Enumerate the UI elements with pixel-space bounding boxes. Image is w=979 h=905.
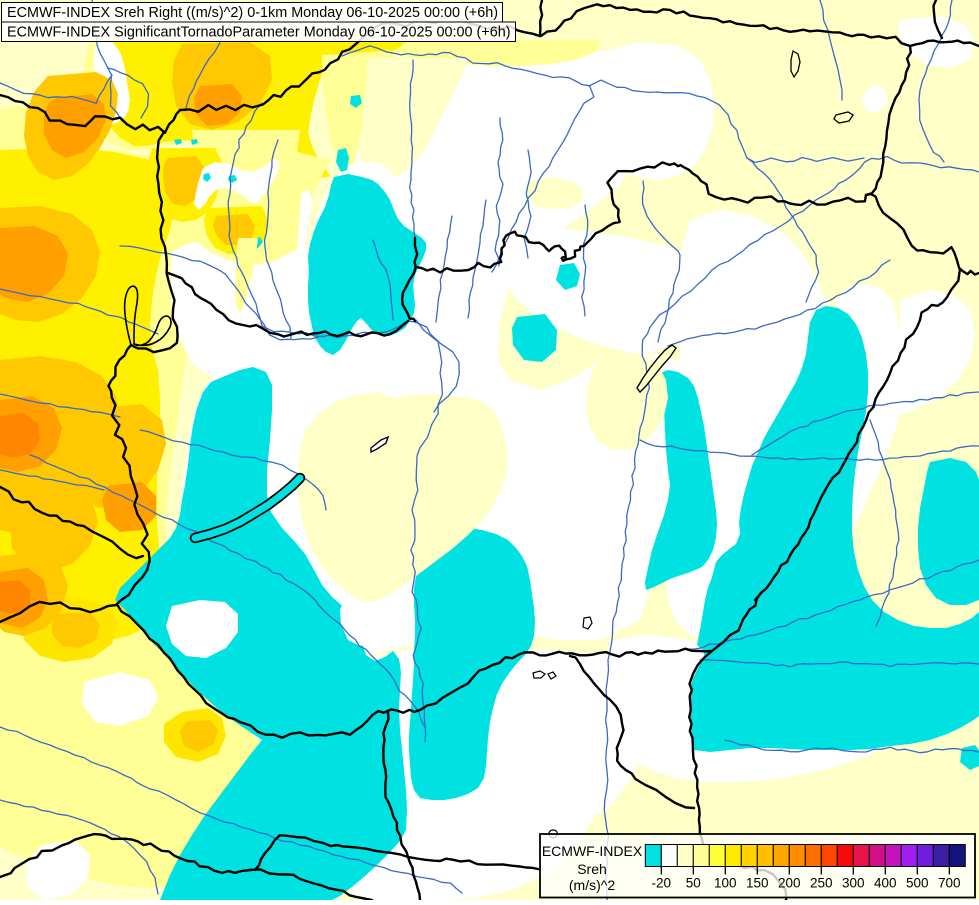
svg-text:100: 100 (714, 876, 737, 891)
svg-text:ECMWF-INDEX SignificantTornado: ECMWF-INDEX SignificantTornadoParameter … (7, 25, 511, 41)
svg-text:ECMWF-INDEX: ECMWF-INDEX (542, 843, 643, 859)
svg-text:ECMWF-INDEX Sreh Right ((m/s)^: ECMWF-INDEX Sreh Right ((m/s)^2) 0-1km M… (7, 5, 498, 21)
svg-text:Sreh: Sreh (577, 861, 607, 877)
svg-text:500: 500 (906, 876, 929, 891)
svg-text:250: 250 (810, 876, 833, 891)
svg-text:300: 300 (842, 876, 865, 891)
svg-text:50: 50 (686, 876, 701, 891)
svg-text:-20: -20 (652, 876, 672, 891)
svg-text:700: 700 (938, 876, 961, 891)
svg-text:150: 150 (746, 876, 769, 891)
svg-text:400: 400 (874, 876, 897, 891)
svg-text:(m/s)^2: (m/s)^2 (569, 877, 615, 893)
svg-text:200: 200 (778, 876, 801, 891)
